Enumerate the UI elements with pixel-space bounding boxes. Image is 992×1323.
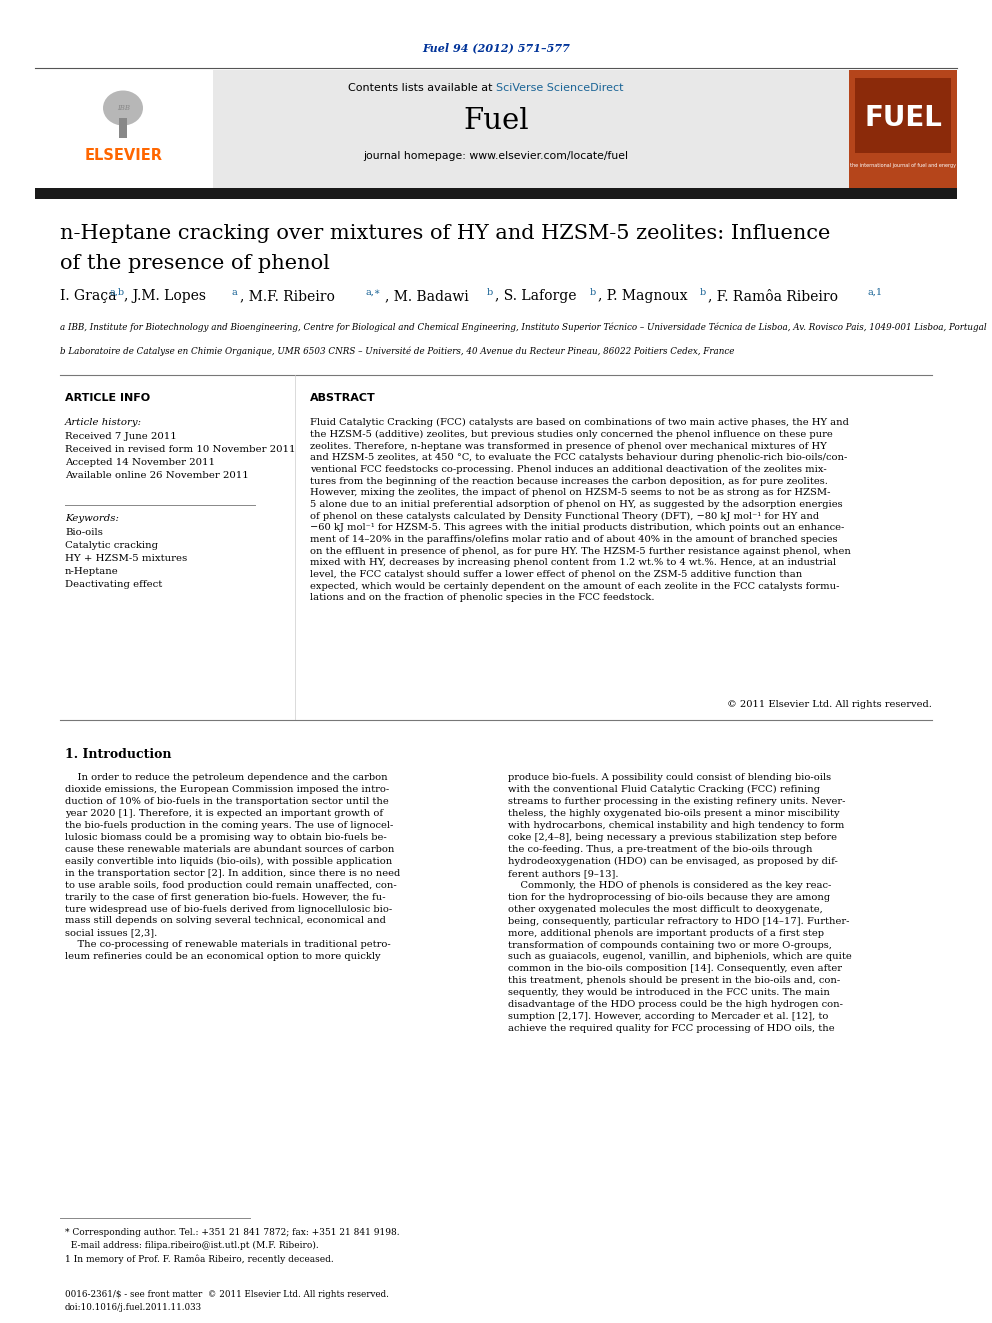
Bar: [35, 188, 957, 198]
Text: Accepted 14 November 2011: Accepted 14 November 2011: [65, 458, 215, 467]
Text: E-mail address: filipa.ribeiro@ist.utl.pt (M.F. Ribeiro).: E-mail address: filipa.ribeiro@ist.utl.p…: [65, 1241, 318, 1250]
Text: , F. Ramôa Ribeiro: , F. Ramôa Ribeiro: [708, 288, 838, 303]
Bar: [849, 70, 957, 188]
Text: ELSEVIER: ELSEVIER: [85, 147, 163, 163]
Bar: [35, 70, 213, 188]
Text: IBB: IBB: [117, 105, 131, 112]
Text: a,b: a,b: [109, 288, 124, 296]
Text: n-Heptane cracking over mixtures of HY and HZSM-5 zeolites: Influence: n-Heptane cracking over mixtures of HY a…: [60, 224, 830, 243]
Text: , M.F. Ribeiro: , M.F. Ribeiro: [240, 288, 335, 303]
Text: HY + HZSM-5 mixtures: HY + HZSM-5 mixtures: [65, 554, 187, 564]
Text: Fuel: Fuel: [463, 107, 529, 135]
Text: 1. Introduction: 1. Introduction: [65, 747, 172, 761]
Text: Catalytic cracking: Catalytic cracking: [65, 541, 158, 550]
Text: , J.M. Lopes: , J.M. Lopes: [124, 288, 206, 303]
Text: Deactivating effect: Deactivating effect: [65, 579, 163, 589]
Text: doi:10.1016/j.fuel.2011.11.033: doi:10.1016/j.fuel.2011.11.033: [65, 1303, 202, 1312]
Text: FUEL: FUEL: [864, 105, 942, 132]
Text: © 2011 Elsevier Ltd. All rights reserved.: © 2011 Elsevier Ltd. All rights reserved…: [727, 700, 932, 709]
Text: In order to reduce the petroleum dependence and the carbon
dioxide emissions, th: In order to reduce the petroleum depende…: [65, 773, 400, 962]
Text: Article history:: Article history:: [65, 418, 142, 427]
Text: of the presence of phenol: of the presence of phenol: [60, 254, 330, 273]
Bar: [119, 118, 127, 138]
Text: Contents lists available at: Contents lists available at: [348, 83, 496, 93]
Bar: [855, 78, 951, 153]
Bar: [35, 70, 957, 188]
Text: b: b: [700, 288, 706, 296]
Text: , S. Laforge: , S. Laforge: [495, 288, 576, 303]
Text: Bio-oils: Bio-oils: [65, 528, 103, 537]
Text: 0016-2361/$ - see front matter  © 2011 Elsevier Ltd. All rights reserved.: 0016-2361/$ - see front matter © 2011 El…: [65, 1290, 389, 1299]
Text: a,∗: a,∗: [366, 288, 382, 296]
Text: 1 In memory of Prof. F. Ramôa Ribeiro, recently deceased.: 1 In memory of Prof. F. Ramôa Ribeiro, r…: [65, 1254, 333, 1263]
Text: a,1: a,1: [867, 288, 882, 296]
Text: Received in revised form 10 November 2011: Received in revised form 10 November 201…: [65, 445, 296, 454]
Text: produce bio-fuels. A possibility could consist of blending bio-oils
with the con: produce bio-fuels. A possibility could c…: [508, 773, 852, 1033]
Text: the international journal of fuel and energy: the international journal of fuel and en…: [850, 164, 956, 168]
Text: Received 7 June 2011: Received 7 June 2011: [65, 433, 177, 441]
Text: * Corresponding author. Tel.: +351 21 841 7872; fax: +351 21 841 9198.: * Corresponding author. Tel.: +351 21 84…: [65, 1228, 400, 1237]
Text: a: a: [232, 288, 238, 296]
Text: Keywords:: Keywords:: [65, 515, 119, 523]
Text: ABSTRACT: ABSTRACT: [310, 393, 376, 404]
Text: SciVerse ScienceDirect: SciVerse ScienceDirect: [496, 83, 624, 93]
Text: b: b: [487, 288, 493, 296]
Text: I. Graça: I. Graça: [60, 288, 116, 303]
Text: Fuel 94 (2012) 571–577: Fuel 94 (2012) 571–577: [422, 42, 570, 53]
Text: journal homepage: www.elsevier.com/locate/fuel: journal homepage: www.elsevier.com/locat…: [363, 151, 629, 161]
Text: , P. Magnoux: , P. Magnoux: [598, 288, 687, 303]
Text: ARTICLE INFO: ARTICLE INFO: [65, 393, 150, 404]
Text: b: b: [590, 288, 596, 296]
Text: Available online 26 November 2011: Available online 26 November 2011: [65, 471, 249, 480]
Text: n-Heptane: n-Heptane: [65, 568, 119, 576]
Text: Fluid Catalytic Cracking (FCC) catalysts are based on combinations of two main a: Fluid Catalytic Cracking (FCC) catalysts…: [310, 418, 851, 602]
Text: b Laboratoire de Catalyse en Chimie Organique, UMR 6503 CNRS – Université de Poi: b Laboratoire de Catalyse en Chimie Orga…: [60, 347, 734, 356]
Ellipse shape: [103, 90, 143, 126]
Text: a IBB, Institute for Biotechnology and Bioengineering, Centre for Biological and: a IBB, Institute for Biotechnology and B…: [60, 321, 987, 332]
Text: , M. Badawi: , M. Badawi: [385, 288, 469, 303]
